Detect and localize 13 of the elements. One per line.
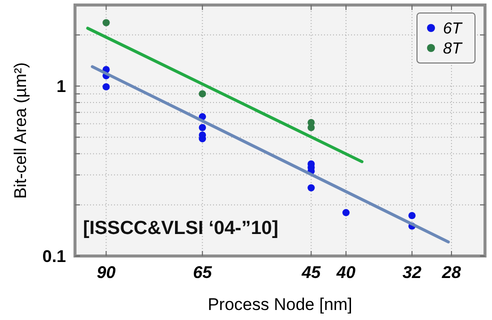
y-tick-label: 0.1 [42,246,66,266]
x-tick-label: 45 [300,263,322,282]
y-axis-title: Bit-cell Area (µm²) [11,62,30,199]
x-axis-title: Process Node [nm] [208,295,352,314]
x-tick-label: 28 [441,263,462,282]
x-tick-label: 65 [192,263,212,282]
annotation: [ISSCC&VLSI ‘04-”10] [83,218,278,239]
legend-label: 8T [443,40,463,58]
y-tick-label: 1 [56,77,66,96]
x-tick-label: 32 [402,263,422,282]
legend-label: 6T [443,20,463,38]
x-tick-label: 40 [336,263,356,282]
x-tick-label: 90 [96,263,116,282]
